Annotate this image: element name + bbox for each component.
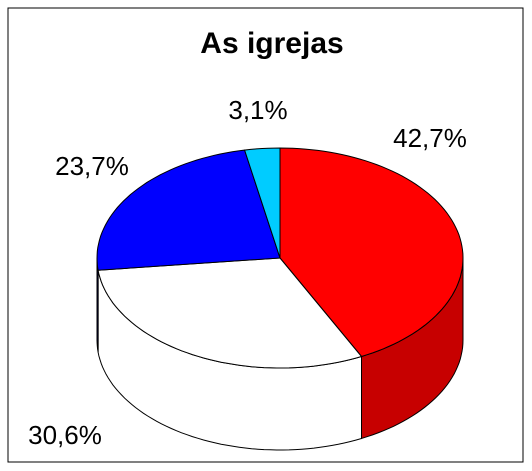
pie-slice <box>97 257 363 369</box>
data-label: 23,7% <box>55 151 129 181</box>
data-label: 30,6% <box>28 420 102 450</box>
data-label: 42,7% <box>393 123 467 153</box>
chart-title: As igrejas <box>200 27 343 60</box>
pie-slice <box>243 147 281 259</box>
pie-wall <box>96 257 99 353</box>
data-label: 3,1% <box>228 95 287 125</box>
pie-slice <box>96 149 281 271</box>
pie-slice <box>279 147 464 358</box>
